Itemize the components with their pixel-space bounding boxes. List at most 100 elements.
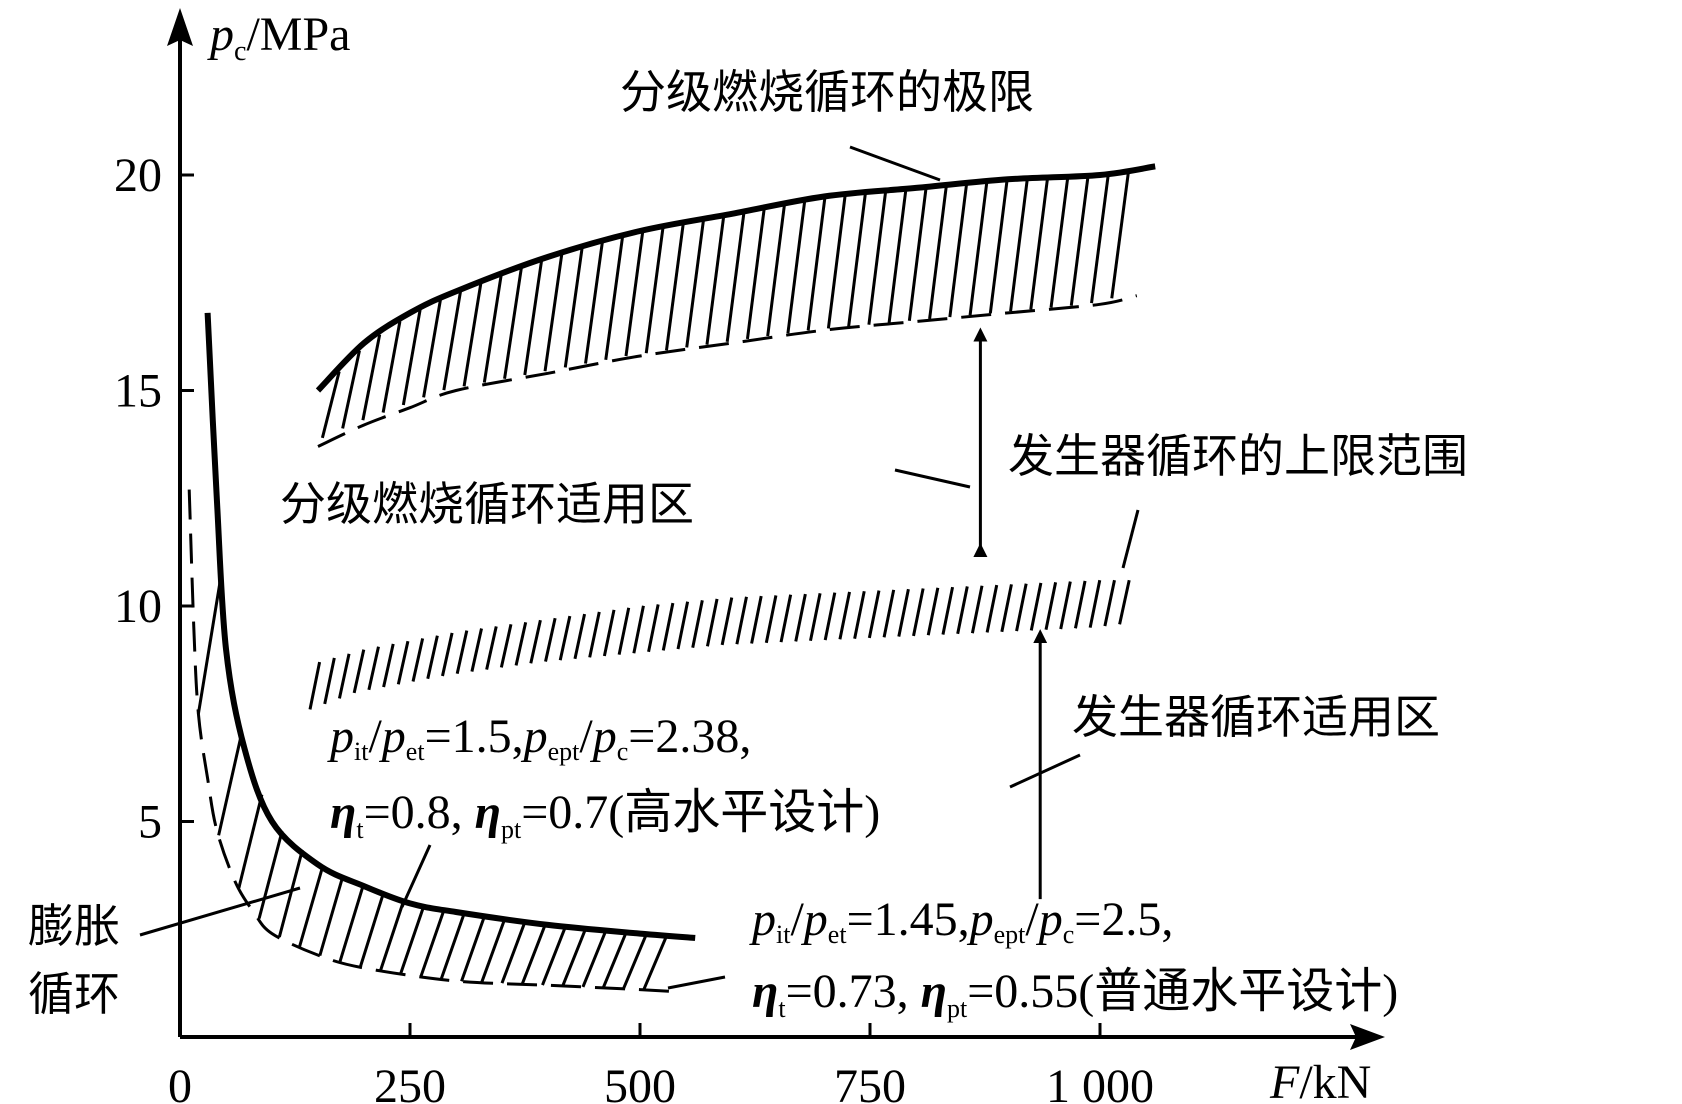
series-layer bbox=[187, 163, 1156, 994]
generator-band-hatch-44 bbox=[956, 586, 969, 635]
expander-band-hatch-15 bbox=[500, 921, 527, 984]
expander-band-hatch-1 bbox=[217, 733, 244, 836]
generator-band-hatch-9 bbox=[441, 632, 454, 677]
staged-band-hatch-19 bbox=[705, 215, 726, 345]
expander-band-hatch-9 bbox=[379, 900, 405, 971]
x-tick-label-4: 1 000 bbox=[1046, 1060, 1154, 1104]
expander-band-hatch-18 bbox=[561, 927, 588, 987]
expander-band-hatch-7 bbox=[338, 885, 365, 962]
label-expander-2: 循环 bbox=[28, 967, 120, 1021]
generator-band-hatch-13 bbox=[499, 624, 513, 668]
staged-band-hatch-39 bbox=[1110, 170, 1131, 299]
generator-band-hatch-20 bbox=[602, 609, 616, 657]
expander-band-hatch-13 bbox=[460, 915, 486, 982]
staged-band-hatch-14 bbox=[604, 236, 625, 361]
staged-band-hatch-31 bbox=[948, 183, 969, 318]
expander-band-hatch-5 bbox=[298, 866, 325, 947]
generator-band-hatch-12 bbox=[485, 626, 498, 670]
staged-band-hatch-22 bbox=[766, 204, 786, 337]
x-tick-label-2: 500 bbox=[604, 1060, 676, 1104]
expander-band-hatch-12 bbox=[439, 912, 466, 980]
y-axis-label: pc/MPa bbox=[207, 8, 350, 67]
generator-band-hatch-34 bbox=[809, 593, 822, 642]
staged-band-hatch-32 bbox=[968, 181, 989, 316]
expander-band-hatch-0 bbox=[196, 573, 223, 714]
staged-band-hatch-2 bbox=[361, 334, 382, 421]
label-high-line2: ηt=0.8, ηpt=0.7(高水平设计) bbox=[330, 786, 880, 844]
generator-band-hatch-24 bbox=[661, 602, 675, 651]
generator-band-hatch-30 bbox=[750, 595, 763, 644]
staged-band-hatch-34 bbox=[1009, 178, 1029, 312]
label-staged-zone: 分级燃烧循环适用区 bbox=[280, 477, 694, 531]
staged-band-hatch-20 bbox=[725, 211, 746, 342]
generator-band-hatch-41 bbox=[912, 588, 925, 637]
generator-band-hatch-7 bbox=[411, 638, 425, 682]
label-gen-zone: 发生器循环适用区 bbox=[1072, 690, 1440, 744]
y-tick-label-2: 15 bbox=[114, 365, 162, 418]
leader-staged-limit bbox=[849, 145, 941, 182]
generator-band-hatch-54 bbox=[1103, 579, 1116, 627]
series-line-4 bbox=[204, 312, 696, 941]
leader-gen-upper bbox=[1121, 509, 1140, 569]
generator-band-hatch-31 bbox=[764, 595, 778, 644]
staged-band-hatch-36 bbox=[1049, 176, 1070, 308]
staged-band-hatch-7 bbox=[462, 282, 483, 387]
generator-band-hatch-10 bbox=[455, 630, 469, 674]
staged-band-hatch-35 bbox=[1029, 177, 1050, 310]
expander-band-hatch-2 bbox=[237, 794, 264, 889]
expander-band-hatch-14 bbox=[480, 918, 507, 983]
staged-band-hatch-3 bbox=[381, 321, 402, 413]
staged-band-hatch-8 bbox=[482, 275, 503, 383]
expander-band-hatch-19 bbox=[581, 929, 608, 988]
series-line-0 bbox=[315, 163, 1156, 393]
generator-band-hatch-46 bbox=[985, 584, 999, 633]
label-normal-line2: ηt=0.73, ηpt=0.55(普通水平设计) bbox=[752, 965, 1398, 1023]
generator-band-hatch-42 bbox=[926, 587, 940, 636]
series-line-5 bbox=[187, 489, 677, 994]
generator-band-hatch-48 bbox=[1015, 583, 1028, 632]
label-expander-1: 膨胀 bbox=[28, 899, 120, 953]
expander-band-hatch-3 bbox=[257, 830, 284, 919]
y-axis-arrow bbox=[167, 8, 193, 46]
expander-band-hatch-20 bbox=[601, 931, 628, 989]
staged-band-hatch-38 bbox=[1090, 173, 1110, 304]
generator-band-hatch-17 bbox=[558, 615, 572, 661]
generator-band-hatch-35 bbox=[823, 592, 837, 641]
staged-band-hatch-6 bbox=[442, 290, 463, 391]
staged-band-hatch-25 bbox=[826, 194, 847, 329]
staged-band-hatch-5 bbox=[422, 299, 442, 398]
staged-band-hatch-21 bbox=[745, 208, 766, 340]
staged-band-hatch-37 bbox=[1069, 175, 1090, 306]
y-tick-label-1: 10 bbox=[114, 580, 162, 633]
expander-band-hatch-6 bbox=[318, 875, 345, 957]
label-high-line1: pit/pet=1.5,pept/pc=2.38, bbox=[327, 710, 751, 766]
generator-band-hatch-38 bbox=[867, 590, 881, 639]
generator-band-hatch-23 bbox=[647, 604, 660, 653]
generator-band-hatch-43 bbox=[941, 586, 955, 635]
generator-band-hatch-55 bbox=[1118, 579, 1131, 625]
x-axis-label: F/kN bbox=[1269, 1056, 1371, 1104]
generator-band-hatch-52 bbox=[1073, 580, 1087, 629]
generator-band-hatch-40 bbox=[897, 588, 910, 637]
staged-band-hatch-9 bbox=[503, 267, 523, 380]
staged-band-hatch-17 bbox=[664, 223, 685, 351]
expander-band-hatch-16 bbox=[520, 924, 547, 985]
generator-band-hatch-4 bbox=[367, 646, 380, 691]
expander-band-hatch-17 bbox=[541, 926, 567, 986]
staged-band-hatch-26 bbox=[847, 192, 867, 327]
generator-band-hatch-47 bbox=[1000, 584, 1013, 633]
generator-band-hatch-19 bbox=[588, 611, 601, 658]
generator-band-hatch-29 bbox=[735, 596, 748, 645]
generator-band-hatch-36 bbox=[838, 591, 851, 640]
leader-high bbox=[400, 844, 432, 908]
staged-band-hatch-18 bbox=[685, 219, 706, 348]
label-staged-limit: 分级燃烧循环的极限 bbox=[620, 65, 1034, 119]
expander-band-hatch-10 bbox=[399, 905, 426, 974]
leader-normal bbox=[667, 975, 726, 990]
generator-band-hatch-28 bbox=[720, 597, 734, 646]
hatch-layer bbox=[196, 170, 1131, 991]
y-tick-label-3: 20 bbox=[114, 149, 162, 202]
staged-band-hatch-23 bbox=[786, 200, 807, 334]
expander-band-hatch-4 bbox=[277, 849, 304, 938]
